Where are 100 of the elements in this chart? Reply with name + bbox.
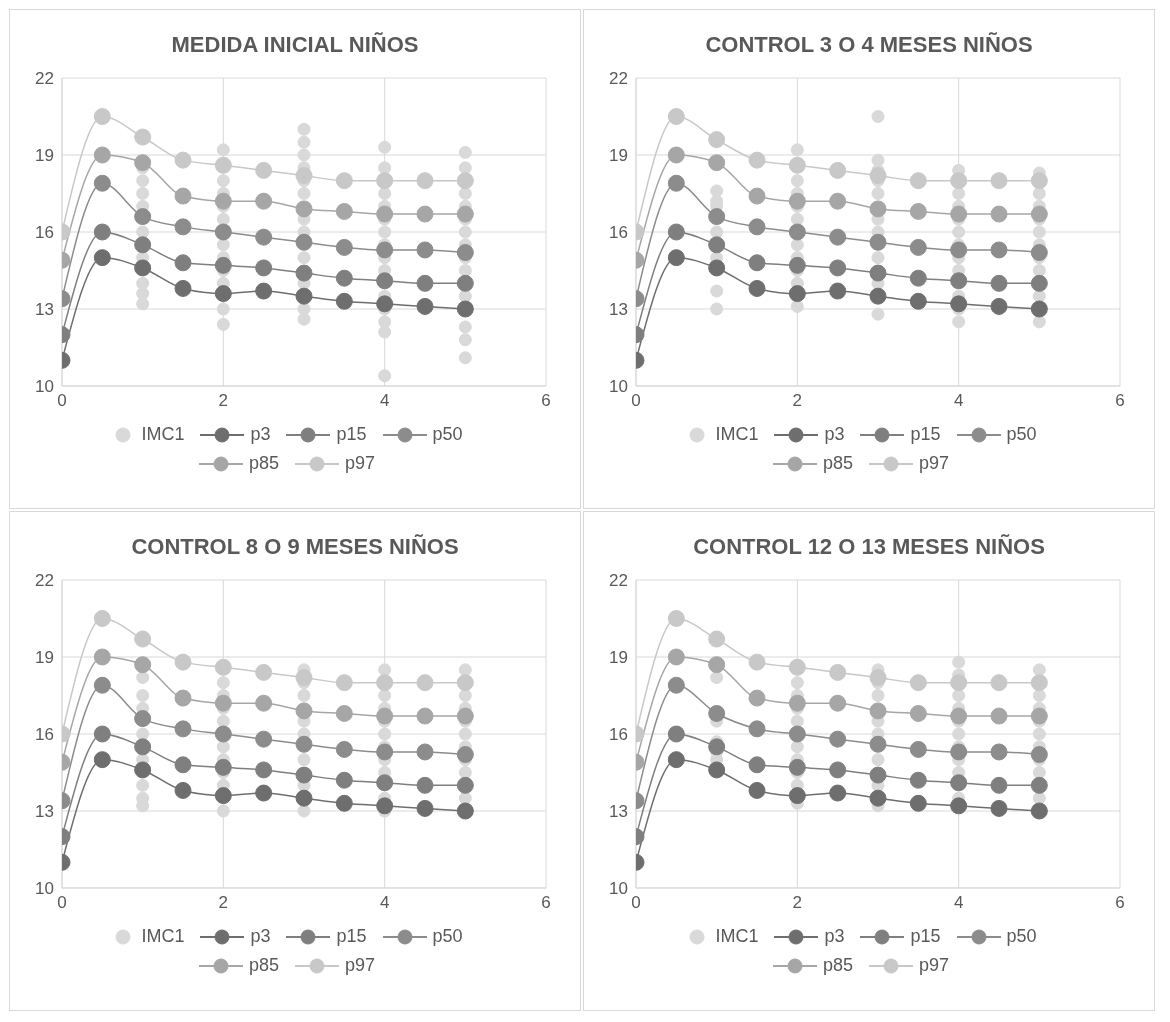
y-tick-label: 10 xyxy=(35,377,54,397)
point xyxy=(378,325,392,339)
point xyxy=(950,797,968,815)
y-tick-label: 13 xyxy=(35,300,54,320)
point xyxy=(909,269,927,287)
point xyxy=(990,241,1008,259)
point xyxy=(458,689,472,702)
point xyxy=(93,174,111,192)
point xyxy=(1030,707,1048,725)
point xyxy=(748,151,766,169)
x-tick-label: 4 xyxy=(379,893,390,913)
legend-label: IMC1 xyxy=(140,926,185,947)
point xyxy=(458,663,472,677)
point xyxy=(788,787,806,805)
point xyxy=(297,148,311,162)
point xyxy=(136,689,150,702)
point xyxy=(456,802,474,820)
point xyxy=(416,205,434,223)
point xyxy=(134,630,152,648)
point xyxy=(458,351,472,365)
point xyxy=(214,156,232,174)
legend-label: p3 xyxy=(249,926,271,947)
point xyxy=(416,274,434,292)
point xyxy=(909,172,927,190)
point xyxy=(214,285,232,303)
legend-label: IMC1 xyxy=(714,926,759,947)
point xyxy=(871,187,885,200)
point xyxy=(710,284,724,298)
point xyxy=(216,302,230,316)
point xyxy=(788,285,806,303)
point xyxy=(378,369,392,383)
point xyxy=(458,145,472,159)
point xyxy=(708,154,726,172)
point xyxy=(295,669,313,687)
legend-label: p3 xyxy=(823,424,845,445)
point xyxy=(295,766,313,784)
point xyxy=(376,674,394,692)
legend-label: p3 xyxy=(823,926,845,947)
point xyxy=(871,251,885,265)
legend-label: p97 xyxy=(918,955,950,976)
point xyxy=(790,212,804,226)
point xyxy=(93,108,111,125)
point xyxy=(950,295,968,313)
point xyxy=(952,187,966,200)
point xyxy=(790,143,804,157)
point xyxy=(990,205,1008,223)
point xyxy=(788,694,806,712)
point xyxy=(255,161,273,179)
point xyxy=(297,187,311,200)
point xyxy=(297,753,311,767)
point xyxy=(990,172,1008,190)
x-tick-label: 6 xyxy=(1115,391,1125,411)
point xyxy=(708,761,726,779)
y-tick-label: 19 xyxy=(609,146,628,166)
y-tick-label: 19 xyxy=(35,146,54,166)
point xyxy=(748,218,766,236)
point xyxy=(667,725,685,743)
y-tick-label: 10 xyxy=(609,377,628,397)
point xyxy=(255,228,273,246)
point xyxy=(174,218,192,236)
legend-label: p15 xyxy=(909,424,941,445)
point xyxy=(1032,187,1046,200)
point xyxy=(456,776,474,794)
point xyxy=(136,225,150,239)
point xyxy=(295,735,313,753)
y-tick-label: 16 xyxy=(35,223,54,243)
y-tick-label: 16 xyxy=(35,725,54,745)
point xyxy=(1030,776,1048,794)
point xyxy=(990,707,1008,725)
legend-label: p50 xyxy=(431,424,463,445)
chart-title: MEDIDA INICIAL NIÑOS xyxy=(170,32,420,58)
y-tick-label: 13 xyxy=(35,802,54,822)
legend-label: p50 xyxy=(1005,424,1037,445)
point xyxy=(335,172,353,190)
point xyxy=(134,656,152,674)
point xyxy=(1030,274,1048,292)
y-tick-label: 22 xyxy=(609,571,628,591)
point xyxy=(748,720,766,738)
point xyxy=(416,776,434,794)
legend-label: p85 xyxy=(821,453,853,474)
point xyxy=(871,307,885,321)
point xyxy=(255,259,273,277)
point xyxy=(950,707,968,725)
point xyxy=(952,315,966,329)
legend-label: p50 xyxy=(431,926,463,947)
point xyxy=(416,707,434,725)
point xyxy=(869,789,887,807)
point xyxy=(456,244,474,262)
point xyxy=(416,799,434,817)
point xyxy=(950,205,968,223)
point xyxy=(458,727,472,741)
point xyxy=(376,707,394,725)
point xyxy=(93,648,111,666)
point xyxy=(909,794,927,812)
point xyxy=(909,704,927,722)
point xyxy=(378,663,392,677)
point xyxy=(216,740,230,754)
point xyxy=(990,743,1008,761)
point xyxy=(214,256,232,274)
point xyxy=(136,297,150,311)
